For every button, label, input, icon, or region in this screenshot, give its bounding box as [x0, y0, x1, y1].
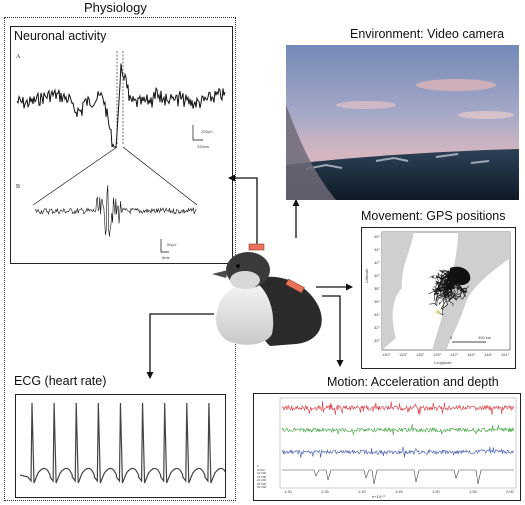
- gps-lat-tick: 40°: [374, 273, 381, 278]
- gps-ylabel: Latitude: [364, 268, 369, 283]
- gps-lon-tick: 148°: [484, 352, 493, 357]
- gps-scale-right: 400 km: [478, 335, 492, 340]
- bird-belly: [216, 283, 274, 345]
- scale-b-bar: [160, 239, 169, 253]
- ecg-title: ECG (heart rate): [14, 374, 107, 388]
- time-tick: 1:55: [469, 489, 477, 494]
- depth-trace: [282, 469, 514, 485]
- gps-map-panel: Latitude Longitude 0 400 km 46° 44° 42° 40°…: [361, 227, 516, 369]
- scale-a-time: 333ms: [197, 144, 210, 149]
- trace-a-label: A: [16, 54, 21, 60]
- gps-lat-tick: 30°: [374, 338, 381, 343]
- motion-xlabel: e+10^7: [372, 494, 386, 499]
- gps-lat-tick: 46°: [374, 234, 381, 239]
- colony-marker: [436, 310, 440, 314]
- scale-b-amplitude: 50µV: [167, 242, 177, 247]
- trace-a-waveform: [16, 63, 226, 148]
- depth-tick: 25.000: [257, 481, 267, 486]
- depth-tick: 5.000: [257, 467, 265, 472]
- time-tick: 1:50: [432, 489, 440, 494]
- zoom-line-right: [122, 146, 198, 206]
- depth-tick: 15.000: [257, 474, 267, 479]
- scale-a-amplitude: 200µV: [201, 129, 213, 134]
- accel-x-trace: [281, 400, 514, 416]
- gps-lat-tick: 44°: [374, 247, 381, 252]
- depth-tick: 30.000: [257, 485, 267, 489]
- gps-lat-tick: 32°: [374, 325, 381, 330]
- neuronal-activity-title: Neuronal activity: [14, 29, 107, 43]
- bird-eye: [236, 264, 240, 268]
- accel-z-trace: [281, 446, 514, 458]
- arrow-to-neuronal: [228, 174, 258, 244]
- video-camera-frame: [286, 45, 519, 200]
- ecg-waveform: [19, 402, 225, 484]
- back-logger: [285, 278, 305, 294]
- time-tick: 1:45: [395, 489, 403, 494]
- depth-tick: 20.000: [257, 478, 267, 482]
- head-logger: [248, 243, 265, 251]
- gps-scale-left: 0: [450, 335, 453, 340]
- ecg-panel: [15, 394, 226, 498]
- gps-tracks: [428, 269, 469, 316]
- gps-lon-tick: 142°: [450, 352, 459, 357]
- motion-plot: [279, 397, 517, 489]
- arrow-to-ecg: [146, 313, 214, 379]
- bird-beak: [212, 270, 228, 278]
- gps-lat-tick: 42°: [374, 260, 381, 265]
- gps-lon-tick: 133°: [399, 352, 408, 357]
- gps-lon-tick: 145°: [467, 352, 476, 357]
- gps-lat-tick: 38°: [374, 286, 381, 291]
- gps-map: [381, 231, 511, 351]
- zoom-line-left: [32, 146, 118, 206]
- motion-panel: 0 5.000 10.000 15.000 20.000 25.000 30.000 1:3…: [253, 393, 521, 501]
- accel-y-trace: [281, 424, 514, 436]
- time-tick: 1:35: [321, 489, 329, 494]
- physiology-title: Physiology: [84, 0, 147, 15]
- gps-lon-tick: 136°: [416, 352, 425, 357]
- motion-title: Motion: Acceleration and depth: [327, 375, 499, 389]
- scale-b-time: 5ms: [162, 255, 170, 260]
- time-tick: 1:30: [284, 489, 292, 494]
- neuronal-activity-panel: Neuronal activity A B 200µV 333ms 50µV 5…: [10, 26, 233, 264]
- neuronal-traces: [16, 51, 226, 253]
- movement-title: Movement: GPS positions: [361, 209, 506, 223]
- depth-tick: 0: [257, 464, 259, 468]
- gps-xlabel: Longitude: [434, 360, 452, 365]
- time-tick: 2:00: [506, 489, 514, 494]
- gps-lat-tick: 36°: [374, 299, 381, 304]
- gps-lon-tick: 130°: [382, 352, 391, 357]
- environment-title: Environment: Video camera: [350, 27, 505, 41]
- trace-b-label: B: [16, 184, 21, 190]
- land-west: [382, 232, 414, 350]
- time-tick: 1:40: [358, 489, 366, 494]
- depth-tick: 10.000: [257, 471, 267, 475]
- ecg-plot: [19, 402, 225, 484]
- land-east: [432, 232, 510, 350]
- gps-lat-tick: 34°: [374, 312, 381, 317]
- gps-lon-tick: 151°: [501, 352, 510, 357]
- colony-blob: [450, 266, 471, 286]
- trace-b-waveform: [34, 185, 197, 237]
- gps-lon-tick: 139°: [433, 352, 442, 357]
- scale-a-bar: [192, 125, 203, 141]
- arrow-to-motion: [322, 295, 344, 367]
- bird-illustration: [212, 243, 322, 346]
